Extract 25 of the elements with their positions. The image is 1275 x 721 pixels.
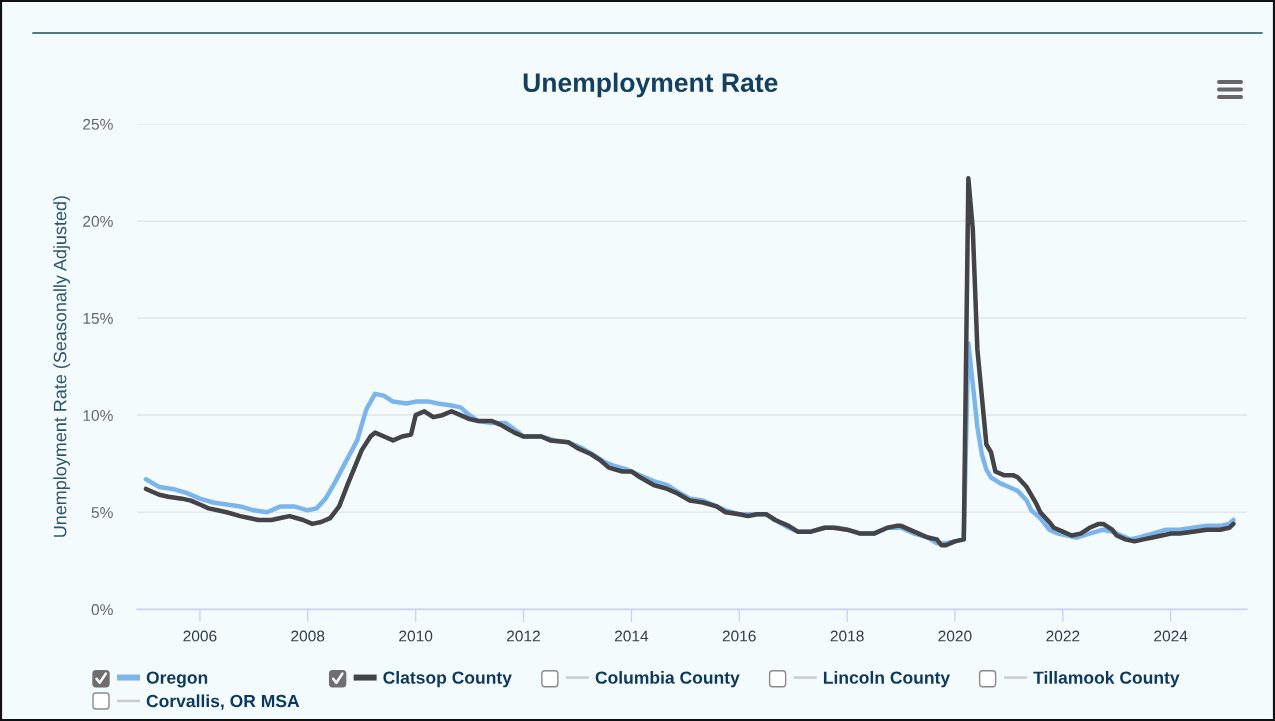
x-tick-label: 2006 bbox=[183, 630, 217, 642]
y-tick-label: 15% bbox=[83, 312, 113, 324]
x-tick-label: 2018 bbox=[830, 630, 864, 642]
chart-title: Unemployment Rate bbox=[523, 72, 778, 98]
line-series bbox=[143, 176, 1236, 548]
y-tick-label: 10% bbox=[83, 409, 113, 421]
x-tick-label: 2008 bbox=[291, 630, 325, 642]
legend-label: Corvallis, OR MSA bbox=[146, 694, 300, 710]
y-tick-label: 0% bbox=[91, 604, 113, 616]
x-tick-label: 2010 bbox=[399, 630, 433, 642]
legend-label: Tillamook County bbox=[1033, 671, 1180, 688]
y-tick-label: 5% bbox=[91, 507, 113, 519]
y-tick-label: 20% bbox=[83, 215, 113, 227]
x-tick-label: 2024 bbox=[1154, 630, 1188, 642]
x-tick-label: 2020 bbox=[938, 630, 972, 642]
legend-label: Oregon bbox=[146, 671, 208, 688]
x-tick-label: 2022 bbox=[1046, 630, 1080, 642]
y-tick-label: 25% bbox=[83, 118, 113, 130]
legend-label: Lincoln County bbox=[823, 671, 951, 688]
x-tick-label: 2014 bbox=[614, 630, 649, 642]
legend-label: Columbia County bbox=[595, 671, 740, 688]
x-tick-label: 2016 bbox=[722, 630, 756, 642]
legend-label: Clatsop County bbox=[383, 671, 512, 688]
x-tick-label: 2012 bbox=[506, 630, 540, 642]
y-axis-title: Unemployment Rate (Seasonally Adjusted) bbox=[53, 196, 70, 537]
